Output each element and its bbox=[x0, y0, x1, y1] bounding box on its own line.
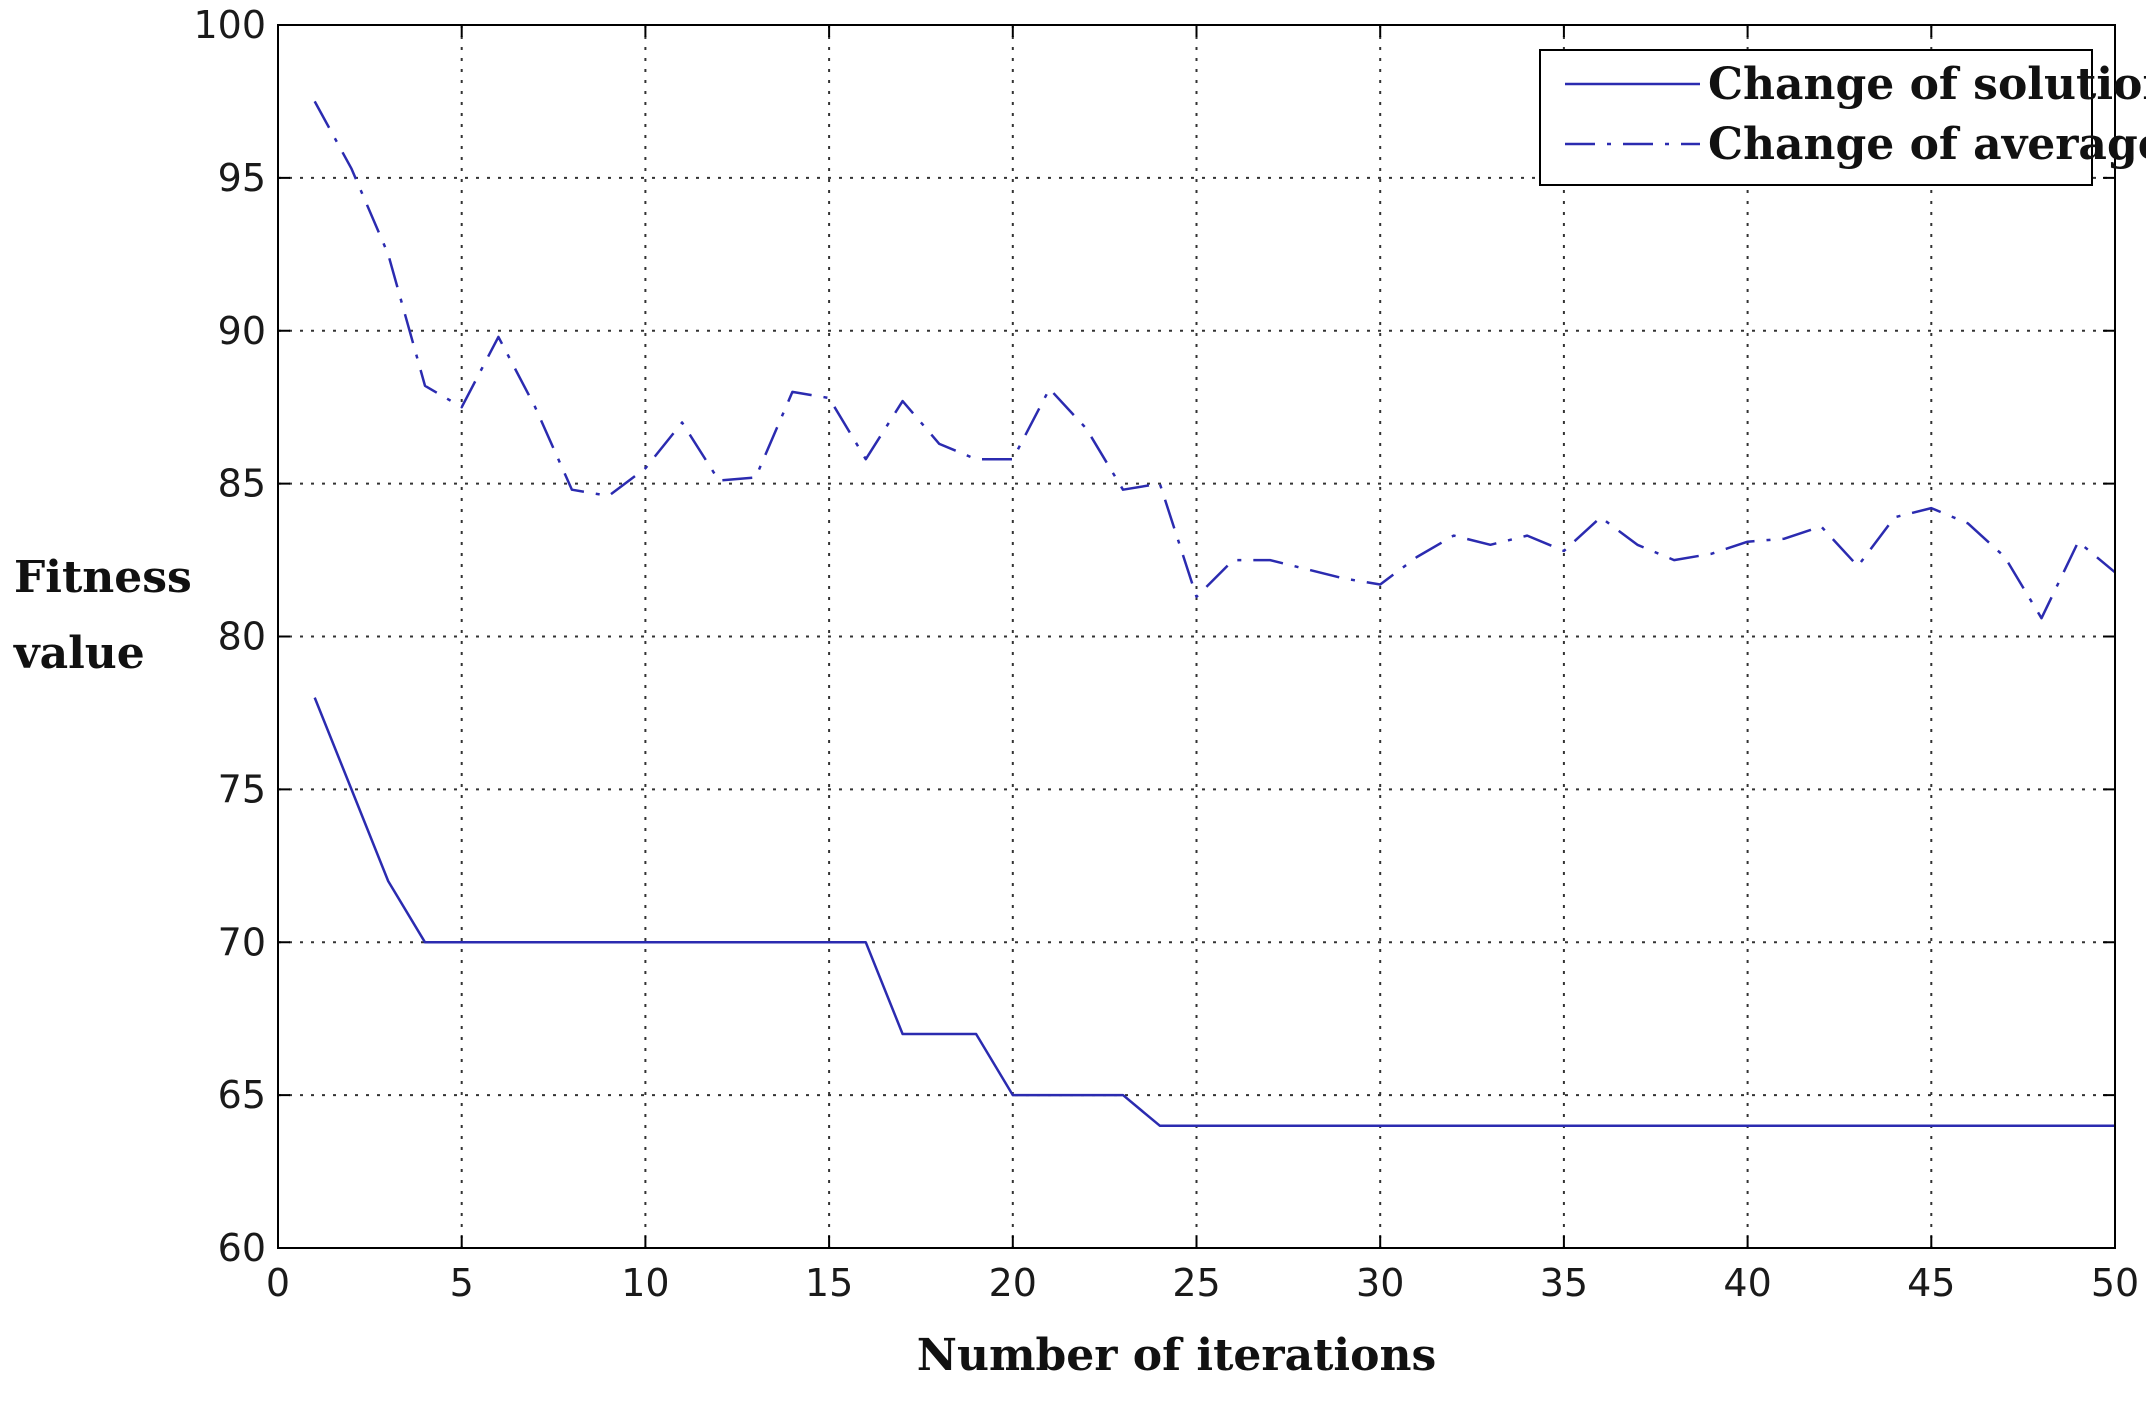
x-tick-label: 20 bbox=[989, 1261, 1037, 1305]
y-tick-label: 70 bbox=[218, 920, 266, 964]
axis-ticks: 0 5 10 15 20 25 30 35 40 45 50 60 65 70 75 80 85 90 95 100 bbox=[193, 3, 2139, 1305]
x-tick-label: 50 bbox=[2091, 1261, 2139, 1305]
legend-label-solution: Change of solution bbox=[1708, 59, 2146, 110]
x-tick-label: 10 bbox=[621, 1261, 669, 1305]
legend-label-average: Change of average bbox=[1708, 119, 2146, 170]
x-tick-label: 35 bbox=[1540, 1261, 1588, 1305]
y-tick-label: 75 bbox=[218, 767, 266, 811]
series-line-solution bbox=[313, 697, 2115, 1127]
y-axis-title-line-1: Fitness bbox=[14, 552, 192, 603]
y-tick-label: 80 bbox=[218, 615, 266, 659]
x-tick-label: 40 bbox=[1723, 1261, 1771, 1305]
x-tick-label: 30 bbox=[1356, 1261, 1404, 1305]
series-line-average bbox=[313, 100, 2116, 620]
legend-box bbox=[1539, 49, 2093, 186]
y-axis-title-line-2: value bbox=[13, 628, 145, 679]
y-tick-label: 60 bbox=[218, 1226, 266, 1270]
x-axis-title: Number of iterations bbox=[917, 1330, 1437, 1381]
x-tick-label: 0 bbox=[266, 1261, 290, 1305]
y-tick-label: 95 bbox=[218, 156, 266, 200]
y-tick-label: 85 bbox=[218, 462, 266, 506]
y-tick-label: 65 bbox=[218, 1073, 266, 1117]
series-lines bbox=[313, 100, 2116, 1127]
legend: Change of solution Change of average bbox=[1539, 49, 2146, 186]
y-tick-label: 90 bbox=[218, 309, 266, 353]
x-tick-label: 15 bbox=[805, 1261, 853, 1305]
x-tick-label: 5 bbox=[450, 1261, 474, 1305]
y-tick-label: 100 bbox=[193, 3, 266, 47]
x-tick-label: 25 bbox=[1172, 1261, 1220, 1305]
x-tick-label: 45 bbox=[1907, 1261, 1955, 1305]
